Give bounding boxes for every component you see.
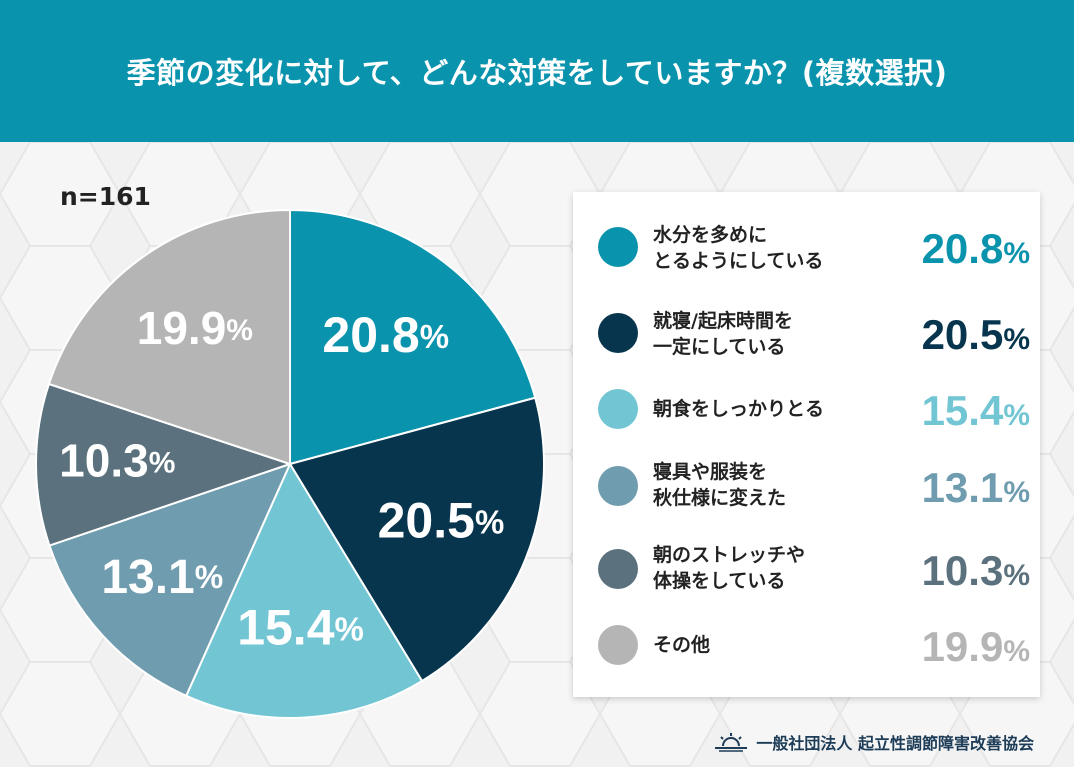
legend-value-number: 15.4 [921, 387, 1004, 434]
legend-item: 朝食をしっかりとる 15.4% [573, 374, 1040, 444]
pie-slice [184, 461, 424, 719]
legend-item: 水分を多めに とるようにしている 20.8% [573, 212, 1040, 282]
legend-label-line1: 水分を多めに [653, 224, 768, 246]
legend-swatch-other [598, 625, 638, 665]
legend-label-line2: 一定にしている [653, 336, 786, 358]
legend-label-line1: 朝食をしっかりとる [653, 398, 825, 420]
pie-chart: 20.8% 20.5%15.4% 13.1% 10.3% 19.9% [35, 208, 545, 719]
legend-item: 寝具や服装を 秋仕様に変えた 13.1% [573, 451, 1040, 521]
pie-slice [35, 382, 294, 547]
legend-value-number: 20.5 [921, 311, 1004, 358]
sunrise-logo-icon [715, 733, 748, 752]
legend-value-unit: % [1003, 399, 1030, 432]
legend-label: 朝のストレッチや 体操をしている [653, 542, 883, 594]
pie-slice-label: 10.3% [59, 435, 175, 487]
legend-value-number: 19.9 [921, 623, 1004, 670]
legend-label: 水分を多めに とるようにしている [653, 222, 883, 274]
legend-value: 20.5% [880, 310, 1030, 365]
legend-label: 就寝/起床時間を 一定にしている [653, 308, 883, 360]
legend-label-line2: とるようにしている [653, 250, 824, 272]
legend-value-number: 20.8 [921, 225, 1004, 272]
legend-item: 朝のストレッチや 体操をしている 10.3% [573, 534, 1040, 604]
legend-label-line2: 体操をしている [653, 570, 786, 592]
legend-swatch-stretch [598, 549, 638, 589]
pie-slice-label: 19.9% [137, 302, 253, 354]
pie-slice-label: 13.1% [101, 551, 223, 604]
pie-slice [288, 396, 545, 683]
legend-item: 就寝/起床時間を 一定にしている 20.5% [573, 298, 1040, 368]
legend-label-line1: 寝具や服装を [653, 461, 768, 483]
legend-swatch-bedding [598, 466, 638, 506]
legend: 水分を多めに とるようにしている 20.8% 就寝/起床時間を 一定にしている … [573, 192, 1040, 697]
legend-label-line1: 朝のストレッチや [653, 544, 806, 566]
legend-value: 19.9% [880, 622, 1030, 677]
pie-slice [48, 462, 292, 698]
legend-value-unit: % [1003, 635, 1030, 668]
organization-name: 一般社団法人 起立性調節障害改善協会 [756, 734, 1034, 753]
footer: 一般社団法人 起立性調節障害改善協会 [714, 730, 1034, 754]
header-bar: 季節の変化に対して、どんな対策をしていますか？(複数選択) [0, 0, 1074, 142]
legend-value: 10.3% [880, 546, 1030, 601]
pie-slice-label: 20.8% [322, 307, 449, 363]
legend-value-unit: % [1003, 237, 1030, 270]
legend-value-number: 10.3 [921, 547, 1004, 594]
legend-value-unit: % [1003, 323, 1030, 356]
pie-slice [289, 208, 537, 466]
legend-value: 20.8% [880, 224, 1030, 279]
legend-value-unit: % [1003, 476, 1030, 509]
legend-label-line2: 秋仕様に変えた [653, 487, 787, 509]
legend-label: 寝具や服装を 秋仕様に変えた [653, 459, 883, 511]
legend-item: その他 19.9% [573, 610, 1040, 680]
legend-label-line1: その他 [653, 634, 711, 656]
legend-label: 朝食をしっかりとる [653, 396, 883, 422]
legend-value-unit: % [1003, 559, 1030, 592]
pie-slice [47, 208, 291, 466]
legend-swatch-breakfast [598, 389, 638, 429]
legend-swatch-sleep [598, 313, 638, 353]
pie-slice-label: 20.5% [378, 493, 505, 549]
legend-swatch-water [598, 227, 638, 267]
sample-size: n=161 [60, 182, 151, 211]
legend-label: その他 [653, 632, 883, 658]
legend-label-line1: 就寝/起床時間を [653, 310, 793, 332]
legend-value: 13.1% [880, 463, 1030, 518]
legend-value-number: 13.1 [921, 464, 1004, 511]
chart-title: 季節の変化に対して、どんな対策をしていますか？(複数選択) [126, 56, 948, 90]
legend-value: 15.4% [880, 386, 1030, 441]
pie-slice-label: 15.4% [237, 600, 364, 656]
